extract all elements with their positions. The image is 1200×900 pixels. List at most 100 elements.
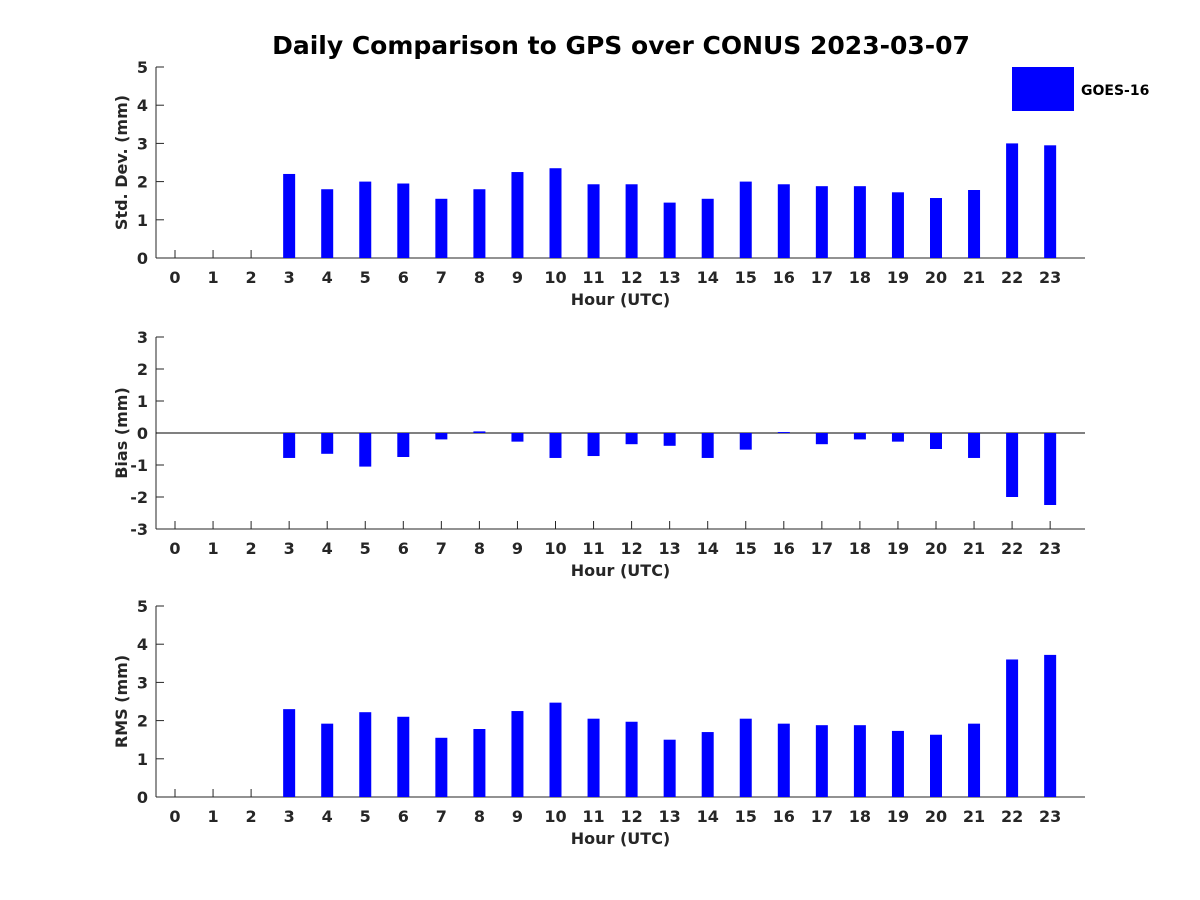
x-tick-label: 21: [963, 539, 985, 558]
bar-bias-hour-23: [1044, 433, 1057, 505]
x-tick-label: 2: [246, 268, 257, 287]
bar-rms-hour-13: [663, 739, 676, 797]
x-tick-label: 10: [544, 268, 566, 287]
bar-bias-hour-16: [777, 432, 790, 434]
legend-label-goes-16: GOES-16: [1081, 83, 1149, 99]
y-tick-label: 5: [137, 58, 148, 77]
bar-bias-hour-17: [815, 433, 828, 445]
x-tick-label: 9: [512, 539, 523, 558]
bar-rms-hour-6: [397, 716, 410, 797]
x-tick-label: 23: [1039, 807, 1061, 826]
y-tick-label: 4: [137, 96, 148, 115]
bar-bias-hour-13: [663, 433, 676, 446]
bar-bias-hour-20: [930, 433, 942, 449]
bar-bias-hour-14: [701, 433, 714, 458]
x-tick-label: 1: [207, 807, 218, 826]
x-tick-label: 15: [735, 807, 757, 826]
y-axis-label: Std. Dev. (mm): [112, 95, 131, 230]
x-tick-label: 2: [246, 539, 257, 558]
x-tick-label: 2: [246, 807, 257, 826]
bar-std-dev-hour-10: [549, 168, 562, 258]
bar-bias-hour-5: [359, 433, 372, 467]
y-tick-label: 1: [137, 211, 148, 230]
bar-bias-hour-4: [321, 433, 334, 454]
x-tick-label: 0: [169, 807, 180, 826]
y-tick-label: 4: [137, 635, 148, 654]
bar-bias-hour-19: [891, 433, 904, 442]
x-tick-label: 9: [512, 268, 523, 287]
x-tick-label: 8: [474, 807, 485, 826]
x-tick-label: 13: [659, 539, 681, 558]
x-tick-label: 15: [735, 539, 757, 558]
x-tick-label: 0: [169, 539, 180, 558]
bar-rms-hour-11: [587, 718, 600, 797]
y-tick-label: 2: [137, 360, 148, 379]
y-tick-label: 5: [137, 597, 148, 616]
x-tick-label: 7: [436, 268, 447, 287]
x-tick-label: 10: [544, 539, 566, 558]
bar-rms-hour-7: [435, 737, 448, 797]
bar-rms-hour-8: [473, 729, 486, 797]
x-tick-label: 10: [544, 807, 566, 826]
y-tick-label: 1: [137, 750, 148, 769]
x-tick-label: 11: [582, 268, 604, 287]
x-tick-label: 22: [1001, 807, 1023, 826]
bar-std-dev-hour-3: [283, 173, 296, 258]
y-tick-label: -1: [130, 456, 148, 475]
x-tick-label: 19: [887, 539, 909, 558]
x-tick-label: 18: [849, 539, 871, 558]
x-tick-label: 20: [925, 539, 947, 558]
x-tick-label: 5: [360, 807, 371, 826]
bar-rms-hour-23: [1044, 654, 1057, 797]
x-tick-label: 3: [284, 268, 295, 287]
bar-rms-hour-22: [1006, 659, 1019, 797]
legend-swatch-goes-16: [1012, 67, 1074, 111]
bar-std-dev-hour-5: [359, 181, 372, 258]
bar-rms-hour-17: [815, 725, 828, 797]
y-tick-label: 0: [137, 249, 148, 268]
x-tick-label: 23: [1039, 268, 1061, 287]
x-axis-label: Hour (UTC): [571, 561, 671, 580]
bar-bias-hour-15: [739, 433, 752, 450]
bar-rms-hour-10: [549, 702, 562, 797]
x-tick-label: 5: [360, 539, 371, 558]
y-tick-label: 2: [137, 712, 148, 731]
bar-std-dev-hour-16: [777, 184, 790, 258]
bar-bias-hour-8: [473, 431, 486, 433]
bar-bias-hour-7: [435, 433, 448, 440]
x-tick-label: 12: [620, 539, 642, 558]
x-tick-label: 7: [436, 807, 447, 826]
x-tick-label: 3: [284, 807, 295, 826]
x-tick-label: 1: [207, 268, 218, 287]
x-tick-label: 8: [474, 539, 485, 558]
bar-bias-hour-11: [587, 433, 600, 457]
x-tick-label: 21: [963, 268, 985, 287]
x-tick-label: 17: [811, 268, 833, 287]
bar-rms-hour-16: [777, 723, 790, 797]
bar-std-dev-hour-18: [853, 186, 866, 258]
x-tick-label: 23: [1039, 539, 1061, 558]
bar-std-dev-hour-13: [663, 202, 676, 258]
x-tick-label: 19: [887, 268, 909, 287]
bar-std-dev-hour-11: [587, 184, 600, 258]
x-tick-label: 17: [811, 539, 833, 558]
bar-bias-hour-21: [968, 433, 981, 458]
bar-std-dev-hour-23: [1044, 145, 1057, 258]
y-tick-label: 3: [137, 134, 148, 153]
bar-std-dev-hour-4: [321, 189, 334, 258]
legend: GOES-16: [1012, 67, 1149, 111]
x-tick-label: 12: [620, 268, 642, 287]
x-tick-label: 16: [773, 268, 795, 287]
bar-bias-hour-9: [511, 433, 524, 442]
bar-rms-hour-15: [739, 718, 752, 797]
bar-rms-hour-9: [511, 711, 524, 797]
bar-std-dev-hour-6: [397, 183, 410, 258]
bar-rms-hour-20: [930, 734, 942, 797]
x-tick-label: 13: [659, 268, 681, 287]
bar-rms-hour-14: [701, 732, 714, 797]
bar-std-dev-hour-20: [930, 198, 942, 258]
